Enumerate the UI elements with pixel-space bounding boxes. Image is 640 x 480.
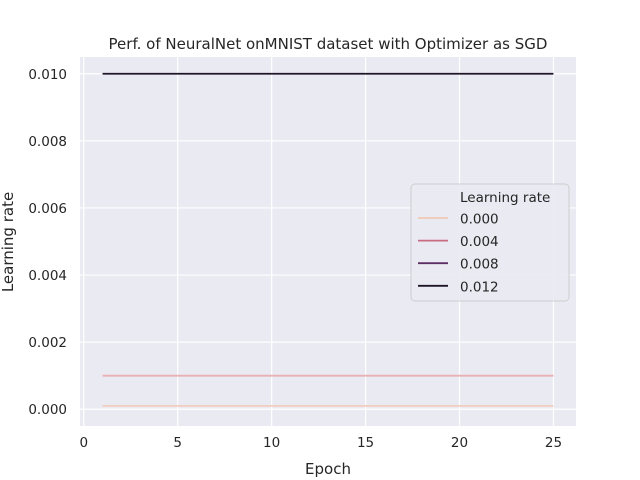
legend-title: Learning rate	[460, 190, 550, 206]
legend-entry-label: 0.012	[460, 279, 499, 295]
y-tick-label: 0.000	[28, 402, 67, 418]
y-tick-label: 0.010	[28, 67, 67, 83]
x-tick-label: 15	[357, 435, 374, 451]
legend-box	[410, 183, 570, 302]
y-axis-label: Learning rate	[0, 192, 17, 292]
legend-entry-label: 0.008	[460, 257, 499, 273]
y-tick-label: 0.008	[28, 134, 67, 150]
x-tick-label: 25	[545, 435, 562, 451]
y-tick-label: 0.006	[28, 201, 67, 217]
y-ticks: 0.000 0.002 0.004 0.006 0.008 0.010	[28, 67, 67, 418]
x-ticks: 0 5 10 15 20 25	[79, 435, 562, 451]
x-tick-label: 5	[173, 435, 182, 451]
x-tick-label: 10	[263, 435, 280, 451]
y-tick-label: 0.002	[28, 335, 67, 351]
legend: Learning rate 0.000 0.004 0.008 0.012	[410, 183, 570, 302]
legend-entry-label: 0.000	[460, 212, 499, 228]
x-axis-label: Epoch	[305, 460, 351, 478]
legend-entry-label: 0.004	[460, 234, 499, 250]
x-tick-label: 0	[79, 435, 88, 451]
x-tick-label: 20	[451, 435, 468, 451]
series-lines	[102, 72, 554, 407]
y-tick-label: 0.004	[28, 268, 67, 284]
chart-title: Perf. of NeuralNet onMNIST dataset with …	[109, 35, 548, 53]
